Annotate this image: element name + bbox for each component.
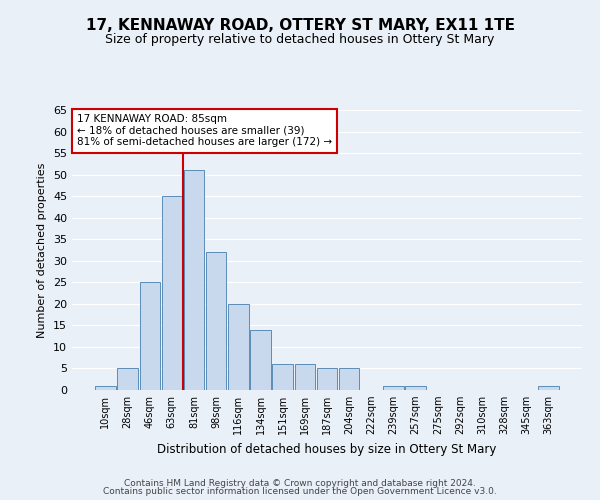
Bar bbox=[339, 368, 359, 390]
Bar bbox=[406, 386, 426, 390]
Bar bbox=[184, 170, 204, 390]
Bar bbox=[538, 386, 559, 390]
X-axis label: Distribution of detached houses by size in Ottery St Mary: Distribution of detached houses by size … bbox=[157, 442, 497, 456]
Bar bbox=[272, 364, 293, 390]
Text: 17, KENNAWAY ROAD, OTTERY ST MARY, EX11 1TE: 17, KENNAWAY ROAD, OTTERY ST MARY, EX11 … bbox=[86, 18, 515, 32]
Bar bbox=[140, 282, 160, 390]
Bar bbox=[295, 364, 315, 390]
Bar bbox=[228, 304, 248, 390]
Bar bbox=[118, 368, 138, 390]
Bar bbox=[317, 368, 337, 390]
Text: Size of property relative to detached houses in Ottery St Mary: Size of property relative to detached ho… bbox=[106, 32, 494, 46]
Text: 17 KENNAWAY ROAD: 85sqm
← 18% of detached houses are smaller (39)
81% of semi-de: 17 KENNAWAY ROAD: 85sqm ← 18% of detache… bbox=[77, 114, 332, 148]
Bar bbox=[95, 386, 116, 390]
Bar bbox=[250, 330, 271, 390]
Text: Contains public sector information licensed under the Open Government Licence v3: Contains public sector information licen… bbox=[103, 487, 497, 496]
Bar bbox=[161, 196, 182, 390]
Bar bbox=[206, 252, 226, 390]
Bar bbox=[383, 386, 404, 390]
Y-axis label: Number of detached properties: Number of detached properties bbox=[37, 162, 47, 338]
Text: Contains HM Land Registry data © Crown copyright and database right 2024.: Contains HM Land Registry data © Crown c… bbox=[124, 478, 476, 488]
